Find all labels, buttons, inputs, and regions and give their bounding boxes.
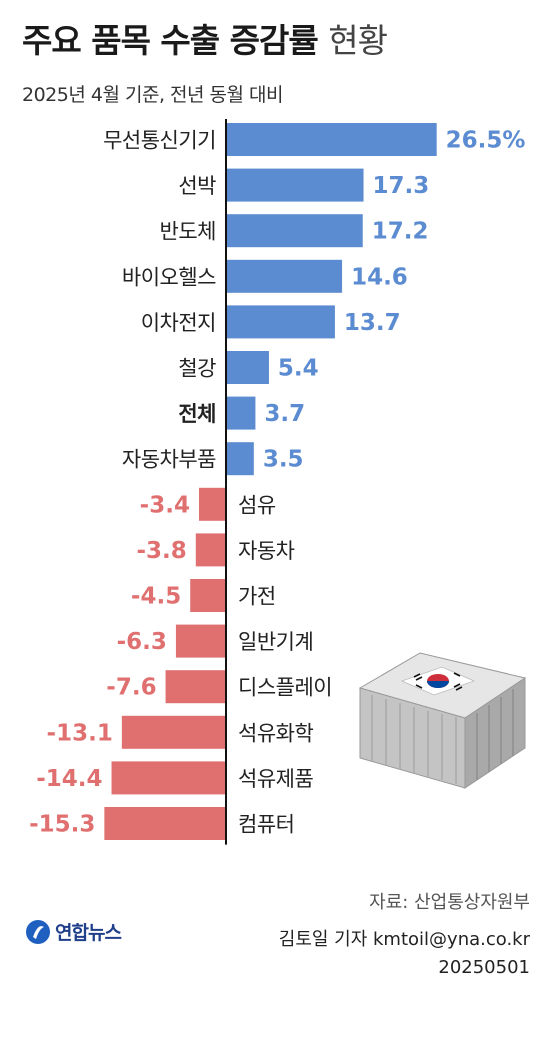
title-main: 주요 품목 수출 증감률 <box>22 21 319 60</box>
reporter-credit: 김토일 기자 kmtoil@yna.co.kr <box>278 929 530 950</box>
category-label: 디스플레이 <box>238 676 332 700</box>
category-label: 전체 <box>178 402 216 426</box>
value-label: 3.5 <box>263 447 304 473</box>
category-label: 자동차 <box>238 539 295 563</box>
category-label: 섬유 <box>238 493 276 517</box>
value-label: 5.4 <box>278 356 319 382</box>
category-label: 석유화학 <box>238 721 313 745</box>
logo-text: 연합뉴스 <box>55 922 122 944</box>
shipping-container-illustration <box>358 652 527 789</box>
value-label: 14.6 <box>351 264 408 290</box>
value-label: 3.7 <box>264 401 305 427</box>
yonhap-logo-icon <box>26 919 50 944</box>
korean-flag-icon <box>400 666 476 696</box>
category-label: 반도체 <box>160 220 216 244</box>
bar-컴퓨터 <box>104 807 226 840</box>
bar-일반기계 <box>175 624 226 658</box>
value-label: -4.5 <box>131 584 181 610</box>
title-light: 현황 <box>328 21 388 60</box>
bar-바이오헬스 <box>226 259 343 293</box>
category-label: 가전 <box>238 585 276 609</box>
bar-전체 <box>226 396 256 430</box>
publish-date: 20250501 <box>438 957 530 978</box>
value-label: 26.5% <box>446 128 526 154</box>
chart-title: 주요 품목 수출 증감률 현황 <box>22 14 388 62</box>
category-label: 석유제품 <box>238 767 313 791</box>
bar-가전 <box>190 579 226 612</box>
bar-디스플레이 <box>165 670 226 704</box>
category-label: 일반기계 <box>238 630 313 654</box>
category-label: 이차전지 <box>141 311 216 335</box>
bar-자동차 <box>195 533 226 567</box>
bar-선박 <box>226 168 364 202</box>
category-label: 바이오헬스 <box>122 265 216 289</box>
value-label: -6.3 <box>117 629 167 655</box>
bar-철강 <box>226 351 269 384</box>
value-label: -3.8 <box>136 538 186 564</box>
bar-무선통신기기 <box>226 123 437 156</box>
value-label: -3.4 <box>140 492 190 518</box>
value-label: 13.7 <box>344 310 401 336</box>
category-label: 선박 <box>178 174 216 198</box>
value-label: -13.1 <box>47 720 113 746</box>
category-label: 철강 <box>178 357 216 381</box>
chart-subtitle: 2025년 4월 기준, 전년 동월 대비 <box>22 84 283 106</box>
value-label: 17.2 <box>372 219 429 245</box>
category-label: 컴퓨터 <box>238 813 294 837</box>
bar-반도체 <box>226 214 363 248</box>
bar-이차전지 <box>226 305 335 339</box>
source-note: 자료: 산업통상자원부 <box>369 892 530 913</box>
value-label: 17.3 <box>373 173 430 199</box>
bar-chart: 무선통신기기 26.5% 선박 17.3 반도체 17.2 바이오헬스 14.6 이차전지 13.… <box>29 119 526 845</box>
value-label: -14.4 <box>36 766 102 792</box>
category-label: 자동차부품 <box>122 448 216 472</box>
bar-자동차부품 <box>226 442 254 476</box>
byline: 김토일 기자 kmtoil@yna.co.kr 20250501 <box>279 926 530 982</box>
yonhap-logo: 연합뉴스 <box>25 918 122 945</box>
value-label: -15.3 <box>29 812 95 838</box>
category-label: 무선통신기기 <box>103 129 216 153</box>
value-label: -7.6 <box>106 675 156 701</box>
bar-석유제품 <box>111 761 226 795</box>
bar-석유화학 <box>121 715 226 749</box>
bar-섬유 <box>198 487 226 521</box>
